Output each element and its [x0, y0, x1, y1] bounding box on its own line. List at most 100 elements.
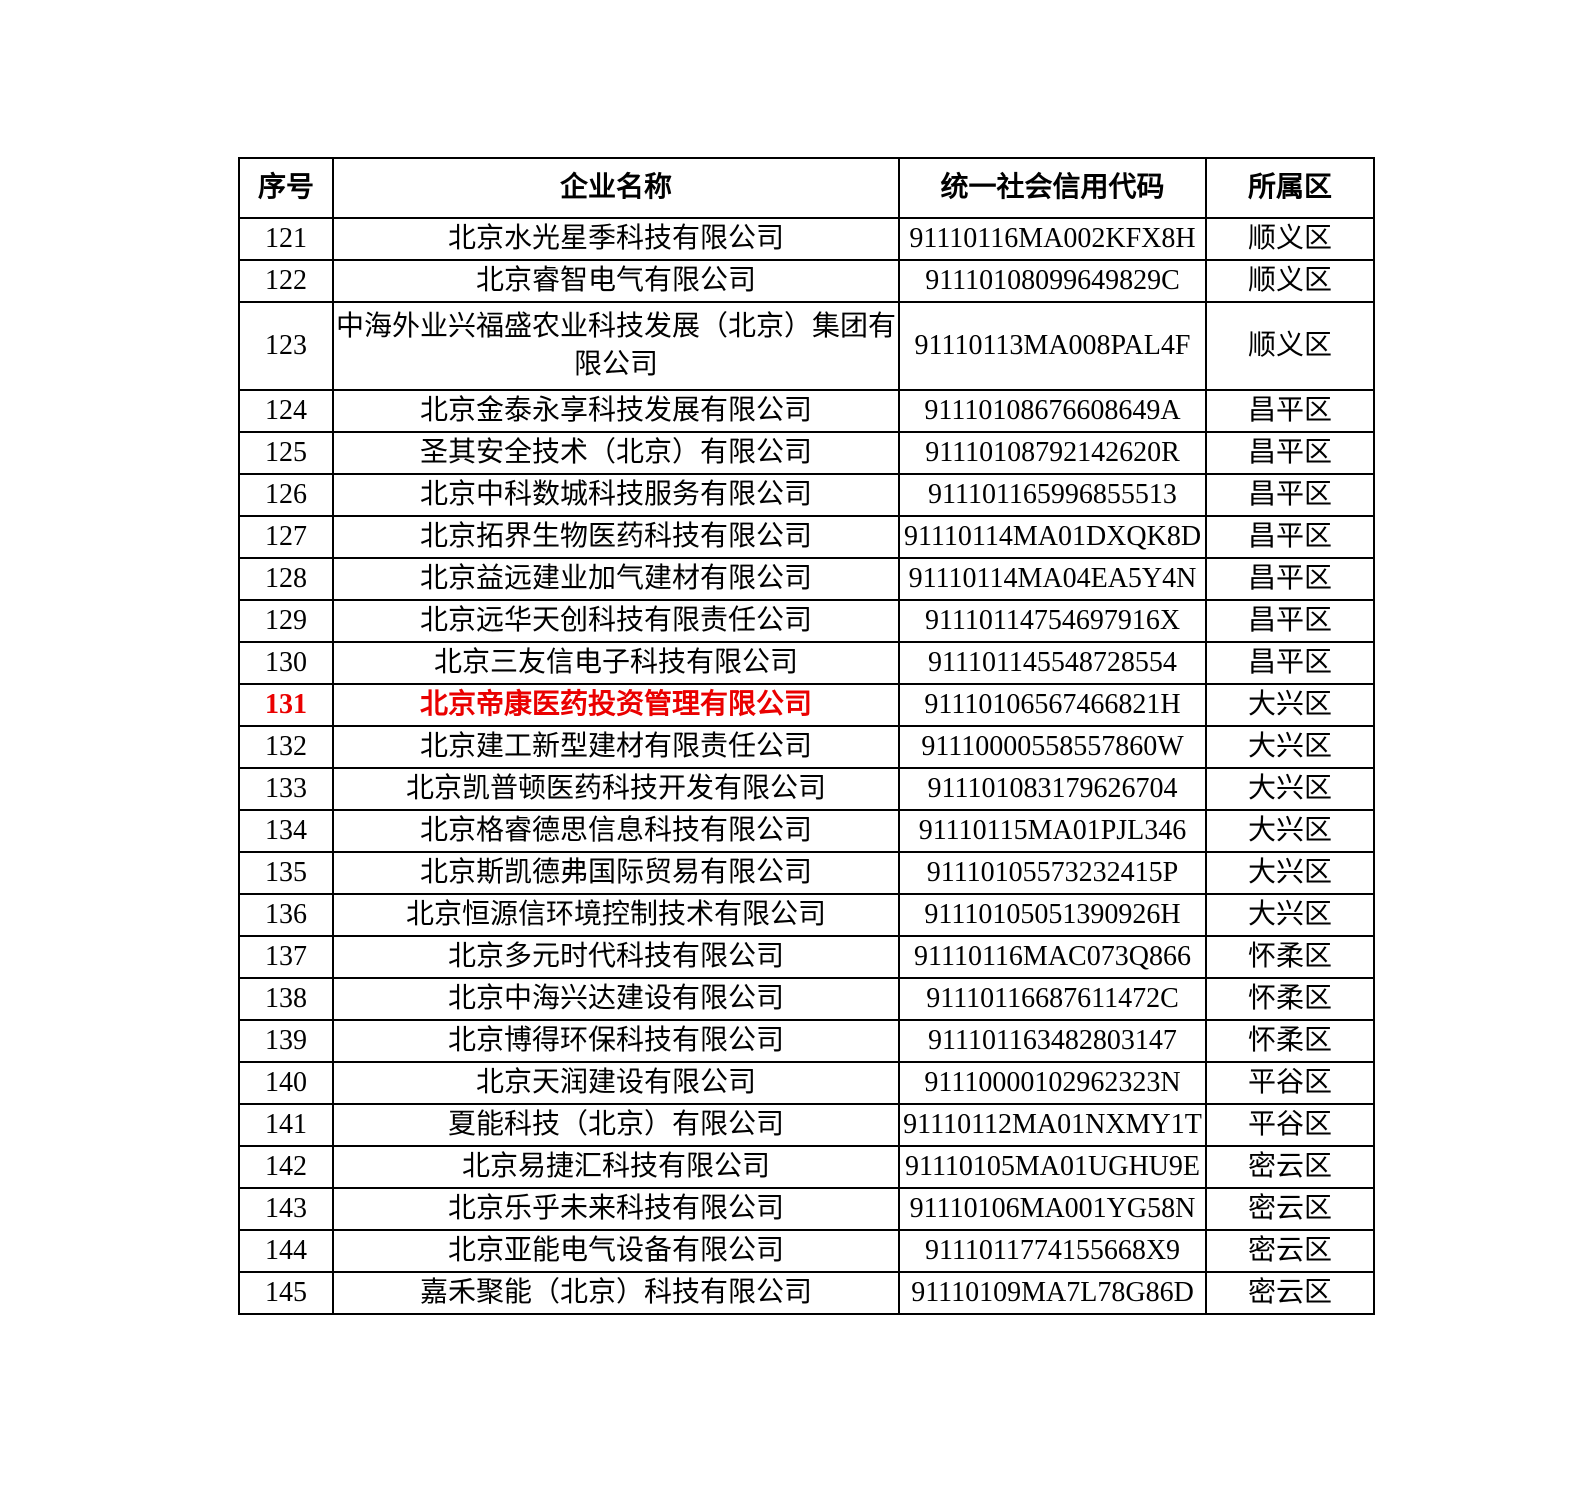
cell-credit-code: 91110108099649829C: [898, 259, 1207, 303]
table-body: 121 北京水光星季科技有限公司 91110116MA002KFX8H 顺义区 …: [238, 217, 1375, 1315]
table-row: 145 嘉禾聚能（北京）科技有限公司 91110109MA7L78G86D 密云…: [238, 1271, 1375, 1315]
cell-credit-code: 91110108676608649A: [898, 389, 1207, 433]
table-row: 130 北京三友信电子科技有限公司 911101145548728554 昌平区: [238, 641, 1375, 685]
cell-serial: 128: [238, 557, 334, 601]
cell-credit-code: 91110114MA01DXQK8D: [898, 515, 1207, 559]
table-row: 125 圣其安全技术（北京）有限公司 91110108792142620R 昌平…: [238, 431, 1375, 475]
cell-district: 平谷区: [1205, 1103, 1375, 1147]
cell-credit-code: 91110000102962323N: [898, 1061, 1207, 1105]
cell-district: 顺义区: [1205, 217, 1375, 261]
cell-company-name: 北京博得环保科技有限公司: [332, 1019, 900, 1063]
table-row: 135 北京斯凯德弗国际贸易有限公司 91110105573232415P 大兴…: [238, 851, 1375, 895]
cell-district: 昌平区: [1205, 515, 1375, 559]
table-row: 122 北京睿智电气有限公司 91110108099649829C 顺义区: [238, 259, 1375, 303]
cell-company-name: 北京金泰永享科技发展有限公司: [332, 389, 900, 433]
cell-district: 大兴区: [1205, 725, 1375, 769]
cell-serial: 141: [238, 1103, 334, 1147]
table-row: 132 北京建工新型建材有限责任公司 91110000558557860W 大兴…: [238, 725, 1375, 769]
table-row: 137 北京多元时代科技有限公司 91110116MAC073Q866 怀柔区: [238, 935, 1375, 979]
cell-serial: 135: [238, 851, 334, 895]
table-row: 133 北京凯普顿医药科技开发有限公司 911101083179626704 大…: [238, 767, 1375, 811]
cell-company-name: 北京三友信电子科技有限公司: [332, 641, 900, 685]
col-header-district: 所属区: [1205, 157, 1375, 219]
cell-company-name: 北京中科数城科技服务有限公司: [332, 473, 900, 517]
table-row: 121 北京水光星季科技有限公司 91110116MA002KFX8H 顺义区: [238, 217, 1375, 261]
cell-credit-code: 9111011774155668X9: [898, 1229, 1207, 1273]
cell-serial: 136: [238, 893, 334, 937]
company-table: 序号 企业名称 统一社会信用代码 所属区 121 北京水光星季科技有限公司 91…: [238, 157, 1375, 1315]
col-header-credit-code: 统一社会信用代码: [898, 157, 1207, 219]
cell-district: 大兴区: [1205, 851, 1375, 895]
cell-company-name: 北京亚能电气设备有限公司: [332, 1229, 900, 1273]
cell-company-name: 夏能科技（北京）有限公司: [332, 1103, 900, 1147]
cell-serial: 131: [238, 683, 334, 727]
cell-company-name: 嘉禾聚能（北京）科技有限公司: [332, 1271, 900, 1315]
cell-district: 大兴区: [1205, 683, 1375, 727]
cell-serial: 132: [238, 725, 334, 769]
cell-serial: 145: [238, 1271, 334, 1315]
cell-district: 大兴区: [1205, 893, 1375, 937]
cell-credit-code: 91110116MA002KFX8H: [898, 217, 1207, 261]
cell-serial: 140: [238, 1061, 334, 1105]
cell-serial: 139: [238, 1019, 334, 1063]
cell-district: 怀柔区: [1205, 1019, 1375, 1063]
cell-credit-code: 911101163482803147: [898, 1019, 1207, 1063]
cell-company-name: 北京乐乎未来科技有限公司: [332, 1187, 900, 1231]
cell-serial: 124: [238, 389, 334, 433]
cell-serial: 121: [238, 217, 334, 261]
table-row: 142 北京易捷汇科技有限公司 91110105MA01UGHU9E 密云区: [238, 1145, 1375, 1189]
cell-district: 密云区: [1205, 1145, 1375, 1189]
cell-credit-code: 91110115MA01PJL346: [898, 809, 1207, 853]
col-header-serial: 序号: [238, 157, 334, 219]
cell-district: 顺义区: [1205, 301, 1375, 391]
cell-district: 密云区: [1205, 1229, 1375, 1273]
cell-serial: 143: [238, 1187, 334, 1231]
cell-credit-code: 91110116687611472C: [898, 977, 1207, 1021]
cell-serial: 125: [238, 431, 334, 475]
cell-district: 大兴区: [1205, 767, 1375, 811]
cell-credit-code: 91110112MA01NXMY1T: [898, 1103, 1207, 1147]
cell-company-name: 北京益远建业加气建材有限公司: [332, 557, 900, 601]
cell-company-name: 北京多元时代科技有限公司: [332, 935, 900, 979]
table-row: 136 北京恒源信环境控制技术有限公司 91110105051390926H 大…: [238, 893, 1375, 937]
table-row: 141 夏能科技（北京）有限公司 91110112MA01NXMY1T 平谷区: [238, 1103, 1375, 1147]
table-row: 134 北京格睿德思信息科技有限公司 91110115MA01PJL346 大兴…: [238, 809, 1375, 853]
cell-credit-code: 91110108792142620R: [898, 431, 1207, 475]
cell-district: 昌平区: [1205, 641, 1375, 685]
cell-credit-code: 91110113MA008PAL4F: [898, 301, 1207, 391]
cell-credit-code: 91110000558557860W: [898, 725, 1207, 769]
cell-district: 密云区: [1205, 1187, 1375, 1231]
cell-district: 顺义区: [1205, 259, 1375, 303]
company-table-container: 序号 企业名称 统一社会信用代码 所属区 121 北京水光星季科技有限公司 91…: [238, 157, 1375, 1315]
cell-district: 昌平区: [1205, 473, 1375, 517]
cell-company-name: 北京凯普顿医药科技开发有限公司: [332, 767, 900, 811]
header-row: 序号 企业名称 统一社会信用代码 所属区: [238, 157, 1375, 219]
cell-district: 平谷区: [1205, 1061, 1375, 1105]
cell-credit-code: 91110105573232415P: [898, 851, 1207, 895]
cell-serial: 134: [238, 809, 334, 853]
cell-credit-code: 91110105MA01UGHU9E: [898, 1145, 1207, 1189]
table-row: 143 北京乐乎未来科技有限公司 91110106MA001YG58N 密云区: [238, 1187, 1375, 1231]
cell-district: 昌平区: [1205, 389, 1375, 433]
cell-credit-code: 911101145548728554: [898, 641, 1207, 685]
cell-credit-code: 91110114MA04EA5Y4N: [898, 557, 1207, 601]
cell-credit-code: 91110106MA001YG58N: [898, 1187, 1207, 1231]
table-row: 131 北京帝康医药投资管理有限公司 91110106567466821H 大兴…: [238, 683, 1375, 727]
cell-company-name: 北京天润建设有限公司: [332, 1061, 900, 1105]
table-row: 124 北京金泰永享科技发展有限公司 91110108676608649A 昌平…: [238, 389, 1375, 433]
cell-serial: 126: [238, 473, 334, 517]
cell-company-name: 中海外业兴福盛农业科技发展（北京）集团有限公司: [332, 301, 900, 391]
cell-district: 大兴区: [1205, 809, 1375, 853]
cell-company-name: 北京格睿德思信息科技有限公司: [332, 809, 900, 853]
cell-district: 怀柔区: [1205, 935, 1375, 979]
cell-company-name: 北京拓界生物医药科技有限公司: [332, 515, 900, 559]
cell-district: 昌平区: [1205, 557, 1375, 601]
cell-company-name: 北京远华天创科技有限责任公司: [332, 599, 900, 643]
table-row: 127 北京拓界生物医药科技有限公司 91110114MA01DXQK8D 昌平…: [238, 515, 1375, 559]
table-row: 129 北京远华天创科技有限责任公司 91110114754697916X 昌平…: [238, 599, 1375, 643]
table-row: 140 北京天润建设有限公司 91110000102962323N 平谷区: [238, 1061, 1375, 1105]
cell-serial: 122: [238, 259, 334, 303]
table-row: 123 中海外业兴福盛农业科技发展（北京）集团有限公司 91110113MA00…: [238, 301, 1375, 391]
cell-serial: 137: [238, 935, 334, 979]
